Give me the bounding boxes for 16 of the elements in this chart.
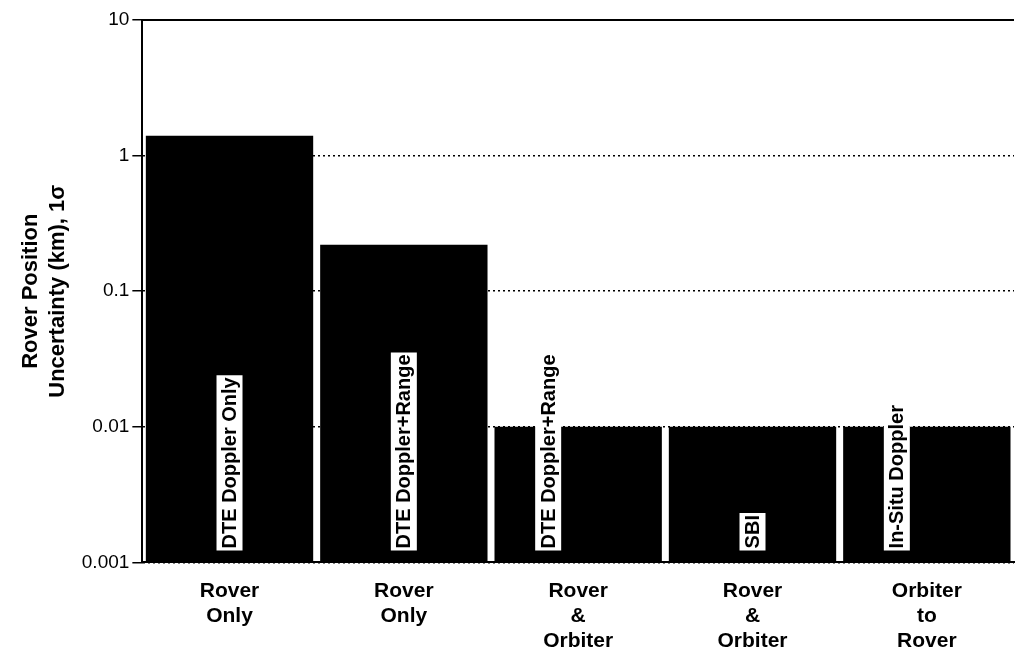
y-axis-title: Rover Position Uncertainty (km), 1σ: [17, 184, 69, 398]
y-tick-label: 0.1: [102, 279, 130, 301]
y-tick-label: 0.001: [81, 550, 130, 572]
x-tick-label: Rover Only: [374, 577, 434, 626]
x-tick-label: Rover & Orbiter: [717, 577, 788, 652]
annotation: SBI: [741, 515, 764, 549]
y-tick-label: 10: [108, 8, 130, 30]
annotation: DTE Doppler+Range: [536, 354, 559, 549]
x-tick-label: Rover & Orbiter: [543, 577, 614, 652]
annotation: In-Situ Doppler: [885, 404, 908, 549]
y-tick-label: 1: [118, 143, 130, 165]
y-tick-label: 0.01: [92, 415, 130, 437]
x-tick-label: Orbiter to Rover: [891, 577, 962, 652]
x-tick-label: Rover Only: [199, 577, 260, 626]
annotation: DTE Doppler Only: [218, 376, 241, 549]
annotation: DTE Doppler+Range: [392, 354, 415, 549]
